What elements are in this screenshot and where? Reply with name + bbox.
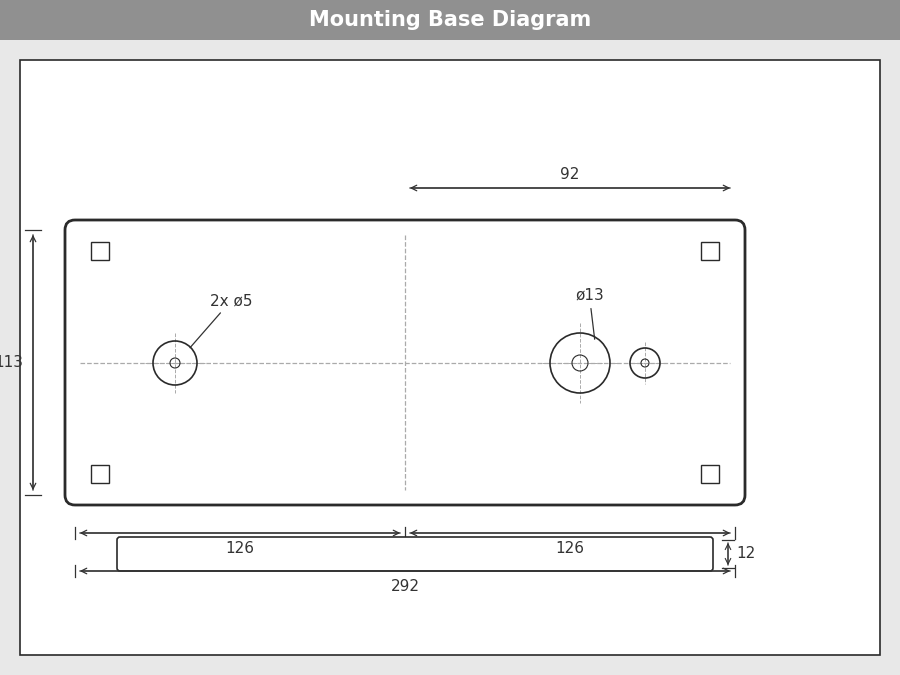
Bar bbox=[91, 465, 109, 483]
Bar bbox=[701, 465, 719, 483]
Bar bbox=[0, 0, 900, 40]
Text: 92: 92 bbox=[561, 167, 580, 182]
FancyBboxPatch shape bbox=[65, 220, 745, 505]
Text: 292: 292 bbox=[391, 579, 419, 594]
Text: 2x ø5: 2x ø5 bbox=[190, 293, 253, 348]
Text: 12: 12 bbox=[736, 547, 755, 562]
Text: 113: 113 bbox=[0, 355, 23, 370]
Text: 126: 126 bbox=[226, 541, 255, 556]
Bar bbox=[20, 60, 880, 655]
Bar bbox=[91, 242, 109, 260]
Text: Mounting Base Diagram: Mounting Base Diagram bbox=[309, 10, 591, 30]
Text: ø13: ø13 bbox=[575, 288, 604, 340]
Bar bbox=[701, 242, 719, 260]
Text: 126: 126 bbox=[555, 541, 584, 556]
FancyBboxPatch shape bbox=[117, 537, 713, 571]
